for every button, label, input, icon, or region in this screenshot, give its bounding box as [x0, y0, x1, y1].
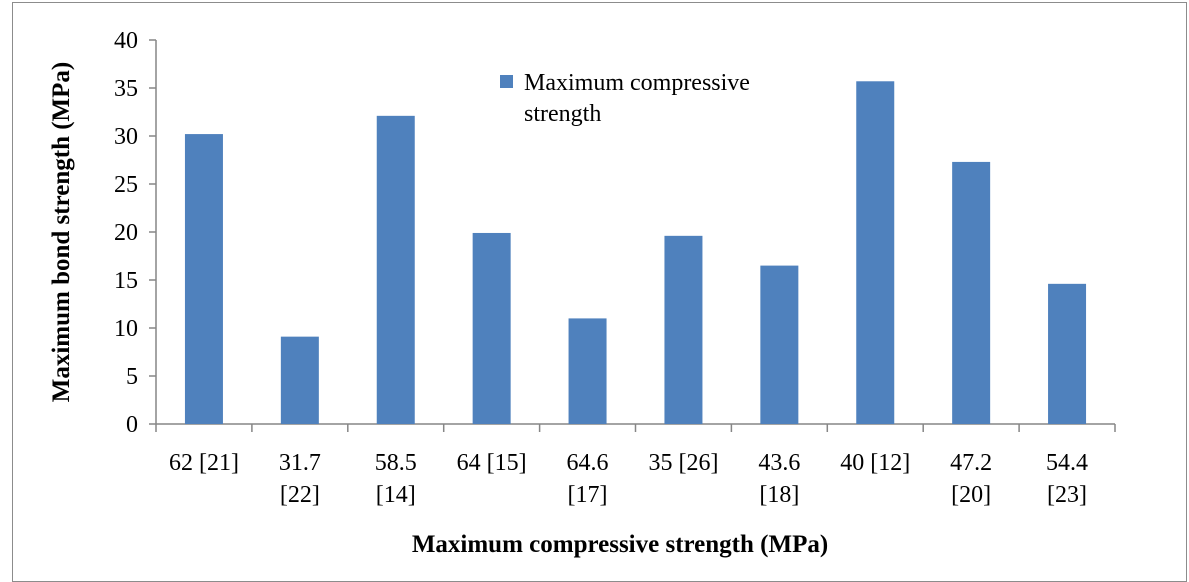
x-tick-label: 43.6 [18]: [758, 450, 800, 508]
x-tick-label: 62 [21]: [169, 450, 239, 476]
y-tick-label: 15: [114, 268, 138, 294]
x-tick-labels: 62 [21] 31.7 [22] 58.5 [14] 64 [15] 64.6 [17] 35…: [169, 450, 1088, 508]
bar: [760, 265, 799, 424]
legend-label: Maximum compressive strength: [524, 70, 750, 127]
x-axis-title: Maximum compressive strength (MPa): [412, 531, 828, 558]
x-axis: [155, 423, 1116, 432]
x-tick-label: 35 [26]: [648, 450, 718, 476]
y-tick-label: 20: [114, 220, 138, 246]
bar: [856, 81, 895, 424]
y-tick-label: 40: [114, 28, 138, 54]
bar: [376, 115, 415, 424]
bar: [568, 318, 607, 424]
x-tick-label: 47.2 [20]: [950, 450, 992, 508]
bar: [184, 134, 223, 424]
legend-swatch: [500, 75, 513, 88]
bar: [1048, 283, 1087, 424]
y-axis-title: Maximum bond strength (MPa): [48, 62, 75, 403]
y-tick-label: 5: [126, 364, 138, 390]
y-tick-label: 25: [114, 172, 138, 198]
x-tick-label: 58.5 [14]: [375, 450, 417, 508]
y-tick-label: 10: [114, 316, 138, 342]
bars: [184, 81, 1087, 425]
legend: Maximum compressive strength: [500, 70, 750, 127]
x-tick-label: 54.4 [23]: [1046, 450, 1088, 508]
y-tick-label: 0: [126, 412, 138, 438]
bar: [472, 232, 511, 424]
bar: [664, 235, 703, 424]
bar: [952, 161, 991, 425]
x-tick-label: 64 [15]: [457, 450, 527, 476]
x-tick-label: 40 [12]: [840, 450, 910, 476]
bar-chart: 0 5 10 15 20 25 30 35 40 62 [21] 31.7 [22] 58.5 [14]…: [48, 28, 1116, 558]
y-axis: 0 5 10 15 20 25 30 35 40: [114, 28, 157, 438]
y-tick-label: 30: [114, 124, 138, 150]
bar: [280, 336, 319, 424]
x-tick-label: 64.6 [17]: [567, 450, 609, 508]
y-tick-label: 35: [114, 76, 138, 102]
x-tick-label: 31.7 [22]: [279, 450, 321, 508]
